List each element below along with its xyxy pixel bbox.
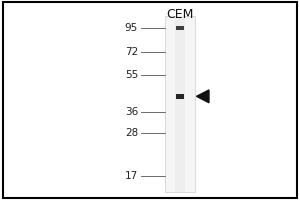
Polygon shape	[196, 90, 209, 103]
Text: 72: 72	[125, 47, 138, 57]
Text: 55: 55	[125, 70, 138, 80]
Bar	[176, 26, 184, 30]
Text: 28: 28	[125, 128, 138, 138]
Bar	[176, 94, 184, 99]
Bar	[175, 16, 185, 192]
Text: 36: 36	[125, 107, 138, 117]
Text: 95: 95	[125, 23, 138, 33]
Text: CEM: CEM	[166, 8, 194, 21]
Bar	[165, 16, 195, 192]
Text: 17: 17	[125, 171, 138, 181]
